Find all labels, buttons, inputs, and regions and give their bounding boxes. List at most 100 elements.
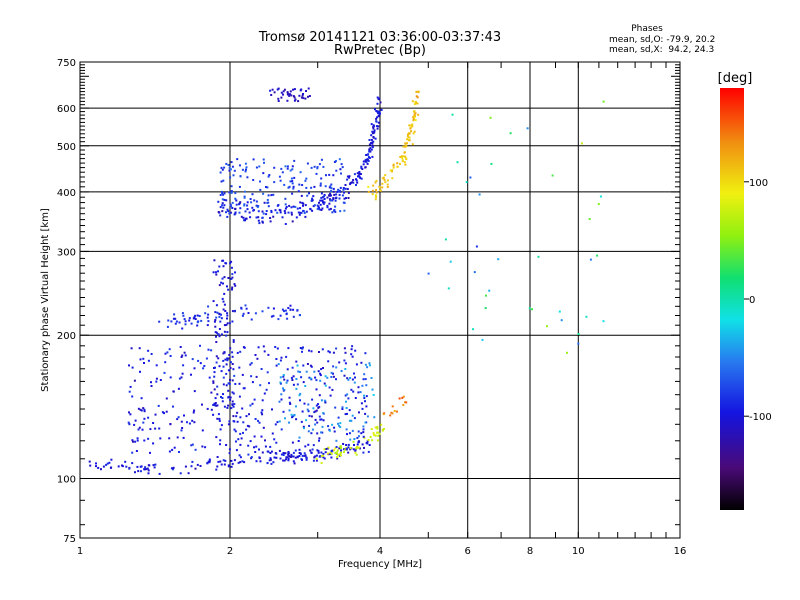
echo-point	[320, 455, 323, 457]
echo-point	[230, 191, 233, 194]
echo-point	[254, 354, 257, 356]
echo-point	[242, 431, 244, 434]
echo-point	[139, 358, 142, 361]
echo-point	[322, 201, 324, 204]
echo-point	[279, 381, 282, 384]
echo-point	[291, 165, 294, 168]
echo-point	[269, 457, 272, 460]
echo-point	[415, 90, 418, 93]
echo-point	[170, 467, 173, 470]
echo-point	[231, 310, 234, 313]
echo-point	[490, 162, 493, 165]
echo-point	[273, 438, 276, 441]
echo-point	[105, 463, 108, 466]
x-axis-label: Frequency [MHz]	[338, 559, 422, 570]
echo-point	[180, 356, 183, 358]
echo-point	[212, 300, 215, 303]
echo-point	[132, 440, 134, 443]
x-tick-labels: 1 2 4 6 8 10 16	[77, 546, 687, 557]
echo-point	[284, 223, 287, 225]
echo-point	[322, 367, 324, 369]
echo-point	[261, 210, 264, 213]
echo-point	[390, 411, 393, 414]
echo-point	[212, 413, 215, 416]
echo-point	[322, 456, 325, 459]
echo-point	[215, 335, 217, 338]
echo-point	[414, 112, 417, 115]
echo-point	[154, 463, 157, 466]
echo-point	[255, 200, 258, 203]
echo-point	[302, 202, 305, 205]
echo-point	[339, 426, 342, 429]
echo-point	[183, 318, 186, 321]
echo-point	[345, 400, 347, 403]
echo-point	[241, 407, 244, 410]
echo-point	[329, 198, 331, 201]
echo-point	[180, 420, 183, 423]
echo-point	[124, 460, 127, 463]
echo-point	[247, 444, 250, 447]
echo-point	[224, 358, 227, 361]
echo-point	[322, 419, 325, 422]
echo-point	[399, 162, 401, 165]
echo-point	[256, 206, 259, 209]
echo-point	[291, 180, 294, 183]
echo-point	[269, 458, 272, 461]
echo-point	[346, 175, 349, 178]
echo-point	[340, 451, 342, 454]
echo-point	[298, 448, 301, 451]
echo-point	[378, 185, 381, 188]
echo-point	[261, 413, 264, 416]
echo-point	[227, 288, 230, 291]
echo-point	[230, 190, 233, 192]
echo-point	[313, 370, 316, 373]
echo-point	[260, 411, 263, 414]
echo-point	[279, 359, 282, 362]
echo-point	[199, 344, 201, 347]
echo-point	[417, 90, 420, 93]
echo-point	[350, 348, 353, 351]
echo-point	[531, 308, 533, 311]
echo-point	[299, 314, 301, 317]
echo-point	[212, 380, 215, 383]
echo-point	[386, 179, 389, 182]
echo-point	[275, 456, 278, 459]
echo-point	[215, 316, 218, 319]
echo-point	[225, 384, 228, 387]
echo-point	[282, 454, 285, 456]
x-tick-label: 16	[674, 546, 687, 557]
echo-point	[335, 446, 338, 448]
echo-point	[187, 472, 190, 475]
echo-point	[364, 412, 367, 415]
echo-point	[246, 208, 249, 211]
echo-point	[229, 176, 232, 179]
echo-point	[361, 443, 364, 446]
echo-point	[317, 451, 320, 454]
echo-point	[215, 468, 218, 471]
echo-point	[286, 167, 289, 170]
echo-point	[222, 393, 224, 396]
echo-point	[262, 345, 265, 348]
echo-point	[339, 453, 342, 456]
echo-point	[319, 379, 322, 382]
echo-point	[213, 375, 216, 378]
echo-point	[257, 419, 259, 422]
echo-point	[276, 88, 279, 91]
y-axis-label: Stationary phase Virtual Height [km]	[40, 208, 51, 392]
echo-point	[196, 324, 199, 327]
echo-point	[226, 331, 229, 334]
echo-point	[229, 361, 232, 364]
echo-point	[370, 428, 373, 430]
echo-point	[258, 421, 261, 424]
echo-point	[374, 108, 376, 111]
echo-point	[340, 370, 343, 372]
echo-point	[286, 379, 289, 382]
echo-point	[288, 396, 291, 399]
echo-point	[315, 404, 318, 407]
echo-point	[307, 87, 310, 90]
echo-point	[347, 191, 350, 194]
echo-point	[228, 420, 231, 423]
echo-point	[402, 404, 405, 406]
echo-point	[323, 201, 326, 204]
echo-point	[473, 271, 476, 274]
